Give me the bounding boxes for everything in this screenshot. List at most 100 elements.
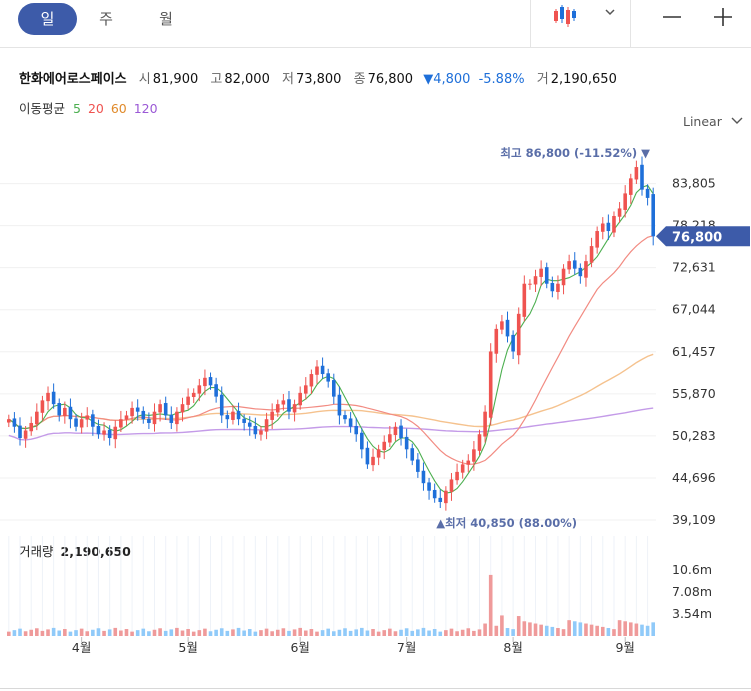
volume-bar [567,620,571,636]
volume-bar [561,629,566,636]
candle-body [18,425,22,439]
tab-month[interactable]: 월 [159,10,173,28]
plus-icon[interactable] [714,8,732,26]
volume-bar [544,625,549,636]
volume-bar [505,628,510,636]
open-label: 시 [138,72,151,87]
volume-bar [488,574,493,636]
volume-bar [556,628,560,636]
chart-type-selector[interactable] [530,0,631,47]
candle-body [348,418,353,427]
candle-body [225,415,230,420]
x-tick-label: 5월 [178,640,197,655]
volume-bar [141,628,146,636]
candle-body [152,411,157,425]
volume-bar [180,630,185,636]
volume-bar [354,629,359,636]
volume-bar [303,630,308,636]
volume-bar [612,629,616,636]
chevron-down-icon[interactable] [605,9,615,16]
candle-body [259,430,263,435]
volume-bar [337,629,342,636]
candle-body [617,208,622,217]
candle-body [416,459,420,472]
candle-body [208,377,213,386]
candle-body [191,392,196,398]
volume-bar [197,630,202,636]
volume-bar [432,629,437,636]
low-label: 저 [282,72,294,87]
candle-body [651,194,655,237]
volume-bar [51,627,56,636]
volume-bar [135,630,140,636]
volume-bar [466,628,471,636]
volume-bar [29,629,34,636]
tab-day[interactable]: 일 [18,3,77,35]
volume-bar [651,622,655,636]
candle-body [567,261,571,270]
tab-week[interactable]: 주 [99,10,113,28]
ma120-legend: 120 [133,101,158,116]
volume-title: 거래량 [19,544,54,559]
candle-body [477,434,482,451]
volume-tick-label: 10.6m [672,562,712,577]
ma-label: 이동평균 [19,101,66,116]
volume-bar [550,626,555,636]
candle-body [393,426,398,436]
volume-bar [68,631,73,636]
scale-selector[interactable]: Linear [683,114,744,129]
volume-bar [522,621,527,636]
volume-bar [287,630,291,636]
volume-bar [7,631,11,636]
volume-bar [275,629,280,636]
volume-bar [528,622,532,636]
candle-body [438,497,443,503]
volume-tick-label: 3.54m [672,606,712,621]
candle-body [533,276,538,285]
candle-body [186,396,190,405]
candle-body [35,411,39,425]
candle-body [589,246,594,263]
volume-bar [175,627,179,636]
candle-body [107,429,112,439]
candle-body [281,400,286,405]
current-price-tag [656,226,750,247]
volume-bar [186,629,190,636]
candle-body [147,418,151,423]
candle-body [600,223,605,232]
volume-bar [247,629,252,636]
volume-bar [376,631,381,636]
volume-bar [427,630,431,636]
candle-body [275,404,280,413]
volume-bar [102,630,106,636]
candle-body [23,430,28,439]
candle-body [444,490,448,504]
volume-bar [500,615,504,636]
candle-body [634,167,639,180]
volume-bar [438,631,443,636]
close-label: 종 [353,72,366,87]
candle-body [556,283,560,293]
stock-name: 한화에어로스페이스 [19,72,127,87]
volume-bar [79,628,84,636]
zoom-controls [630,0,751,47]
candle-body [337,394,342,416]
current-price-tag-label: 76,800 [672,230,722,245]
candle-body [326,373,330,382]
x-tick-label: 4월 [72,640,91,655]
annotations: 최고 86,800 (-11.52%) ▼ ▲최저 40,850 (88.00%)… [436,146,750,530]
volume-bar [606,628,611,636]
candle-body [63,407,67,417]
volume-bar [410,630,415,636]
y-tick-label: 39,109 [672,512,716,527]
volume-bar [270,631,274,636]
volume-bar [91,629,95,636]
volume-bar [124,629,129,636]
max-annotation: 최고 86,800 (-11.52%) ▼ [500,146,650,160]
ma120-line [8,407,654,441]
volume-bar [371,629,375,636]
candles [7,156,655,511]
volume-bar [18,628,22,636]
ma20-path [8,235,654,465]
